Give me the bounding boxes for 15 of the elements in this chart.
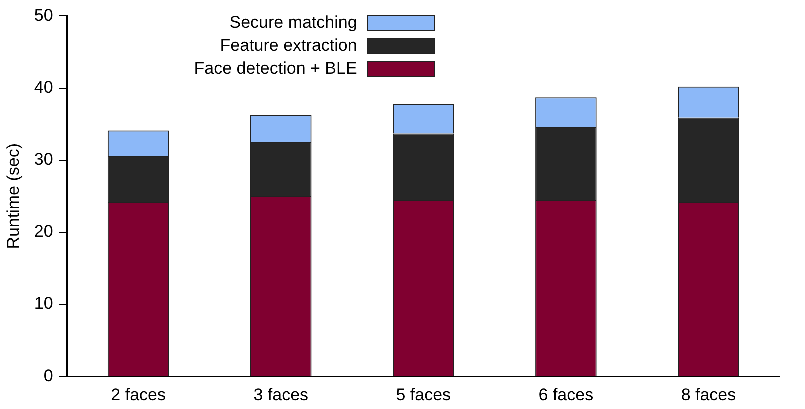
x-tick-label: 2 faces xyxy=(111,385,166,404)
legend-label: Face detection + BLE xyxy=(194,58,358,78)
x-tick-label: 5 faces xyxy=(396,385,452,404)
x-tick-label: 3 faces xyxy=(254,385,309,404)
y-tick-label: 40 xyxy=(34,78,54,97)
x-tick-label: 8 faces xyxy=(681,385,736,404)
legend-label: Feature extraction xyxy=(220,36,358,55)
y-axis-title: Runtime (sec) xyxy=(4,143,23,250)
y-tick-label: 30 xyxy=(34,150,54,170)
y-tick-label: 10 xyxy=(34,294,54,314)
y-tick-label: 20 xyxy=(34,222,54,242)
y-tick-label: 0 xyxy=(44,366,54,386)
y-tick-label: 50 xyxy=(34,6,54,25)
x-tick-label: 6 faces xyxy=(538,385,594,404)
legend-label: Secure matching xyxy=(230,12,358,32)
